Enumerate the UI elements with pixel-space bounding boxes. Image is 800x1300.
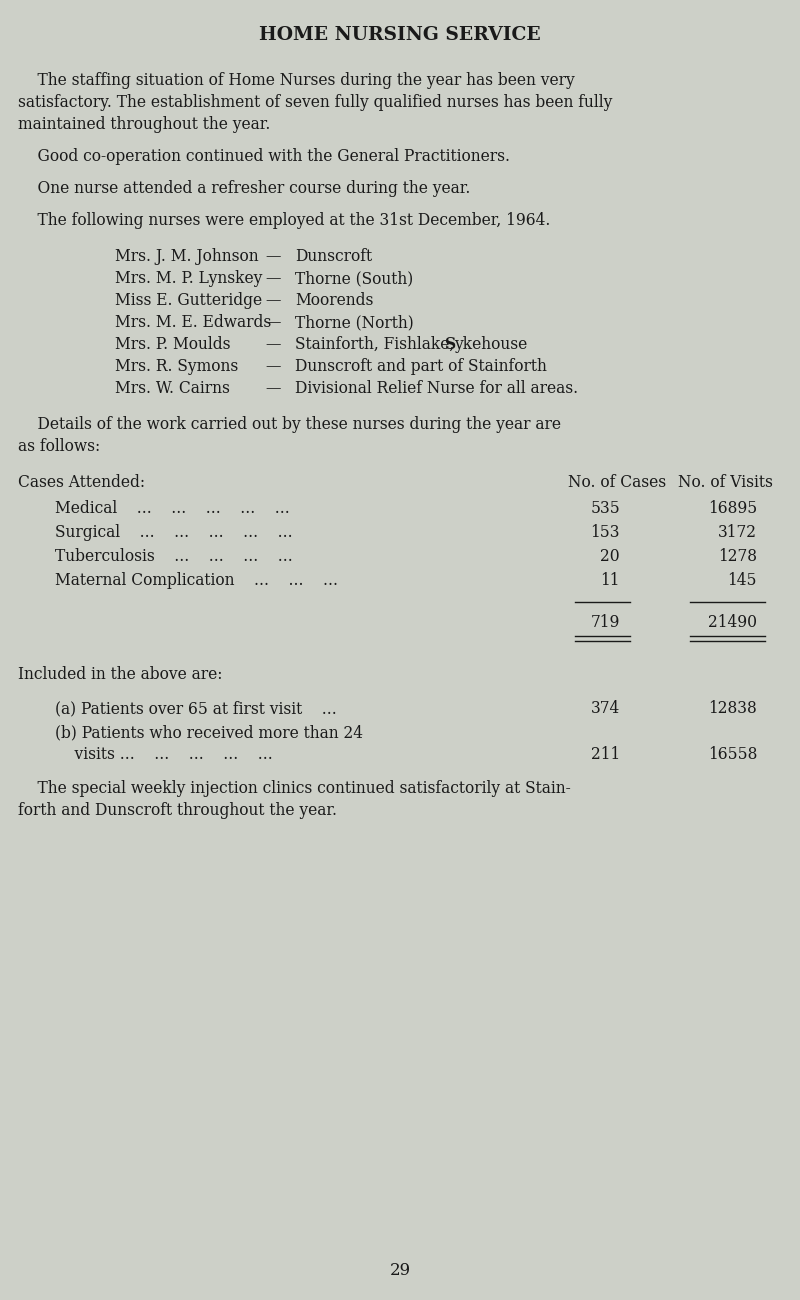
- Text: ykehouse: ykehouse: [454, 335, 527, 354]
- Text: —: —: [265, 358, 280, 374]
- Text: 535: 535: [590, 500, 620, 517]
- Text: Dunscroft: Dunscroft: [295, 248, 372, 265]
- Text: Mrs. W. Cairns: Mrs. W. Cairns: [115, 380, 230, 396]
- Text: 719: 719: [590, 614, 620, 630]
- Text: 11: 11: [601, 572, 620, 589]
- Text: Thorne (South): Thorne (South): [295, 270, 414, 287]
- Text: Mrs. R. Symons: Mrs. R. Symons: [115, 358, 238, 374]
- Text: —: —: [265, 380, 280, 396]
- Text: 21490: 21490: [708, 614, 757, 630]
- Text: 29: 29: [390, 1262, 410, 1279]
- Text: Miss E. Gutteridge: Miss E. Gutteridge: [115, 292, 262, 309]
- Text: Mrs. P. Moulds: Mrs. P. Moulds: [115, 335, 230, 354]
- Text: Dunscroft and part of Stainforth: Dunscroft and part of Stainforth: [295, 358, 547, 374]
- Text: visits ...    ...    ...    ...    ...: visits ... ... ... ... ...: [55, 746, 273, 763]
- Text: Cases Attended:: Cases Attended:: [18, 474, 145, 491]
- Text: Good co-operation continued with the General Practitioners.: Good co-operation continued with the Gen…: [18, 148, 510, 165]
- Text: Included in the above are:: Included in the above are:: [18, 666, 222, 682]
- Text: 211: 211: [590, 746, 620, 763]
- Text: 374: 374: [590, 699, 620, 718]
- Text: satisfactory. The establishment of seven fully qualified nurses has been fully: satisfactory. The establishment of seven…: [18, 94, 612, 111]
- Text: maintained throughout the year.: maintained throughout the year.: [18, 116, 270, 133]
- Text: Mrs. J. M. Johnson: Mrs. J. M. Johnson: [115, 248, 258, 265]
- Text: (a) Patients over 65 at first visit    ...: (a) Patients over 65 at first visit ...: [55, 699, 337, 718]
- Text: Tuberculosis    ...    ...    ...    ...: Tuberculosis ... ... ... ...: [55, 549, 293, 566]
- Text: Medical    ...    ...    ...    ...    ...: Medical ... ... ... ... ...: [55, 500, 290, 517]
- Text: Maternal Complication    ...    ...    ...: Maternal Complication ... ... ...: [55, 572, 338, 589]
- Text: 153: 153: [590, 524, 620, 541]
- Text: as follows:: as follows:: [18, 438, 100, 455]
- Text: —: —: [265, 335, 280, 354]
- Text: The special weekly injection clinics continued satisfactorily at Stain-: The special weekly injection clinics con…: [18, 780, 570, 797]
- Text: S: S: [445, 335, 456, 354]
- Text: 1278: 1278: [718, 549, 757, 566]
- Text: HOME NURSING SERVICE: HOME NURSING SERVICE: [259, 26, 541, 44]
- Text: —: —: [265, 270, 280, 287]
- Text: The staffing situation of Home Nurses during the year has been very: The staffing situation of Home Nurses du…: [18, 72, 574, 88]
- Text: Stainforth, Fishlake,: Stainforth, Fishlake,: [295, 335, 459, 354]
- Text: 16558: 16558: [708, 746, 757, 763]
- Text: 20: 20: [600, 549, 620, 566]
- Text: The following nurses were employed at the 31st December, 1964.: The following nurses were employed at th…: [18, 212, 550, 229]
- Text: Thorne (North): Thorne (North): [295, 315, 414, 332]
- Text: No. of Visits: No. of Visits: [678, 474, 773, 491]
- Text: 12838: 12838: [708, 699, 757, 718]
- Text: One nurse attended a refresher course during the year.: One nurse attended a refresher course du…: [18, 179, 470, 198]
- Text: Surgical    ...    ...    ...    ...    ...: Surgical ... ... ... ... ...: [55, 524, 293, 541]
- Text: —: —: [265, 292, 280, 309]
- Text: No. of Cases: No. of Cases: [568, 474, 666, 491]
- Text: Moorends: Moorends: [295, 292, 374, 309]
- Text: 145: 145: [727, 572, 757, 589]
- Text: (b) Patients who received more than 24: (b) Patients who received more than 24: [55, 724, 363, 741]
- Text: Mrs. M. E. Edwards: Mrs. M. E. Edwards: [115, 315, 271, 332]
- Text: Details of the work carried out by these nurses during the year are: Details of the work carried out by these…: [18, 416, 561, 433]
- Text: —: —: [265, 315, 280, 332]
- Text: —: —: [265, 248, 280, 265]
- Text: 16895: 16895: [708, 500, 757, 517]
- Text: forth and Dunscroft throughout the year.: forth and Dunscroft throughout the year.: [18, 802, 337, 819]
- Text: Divisional Relief Nurse for all areas.: Divisional Relief Nurse for all areas.: [295, 380, 578, 396]
- Text: Mrs. M. P. Lynskey: Mrs. M. P. Lynskey: [115, 270, 262, 287]
- Text: 3172: 3172: [718, 524, 757, 541]
